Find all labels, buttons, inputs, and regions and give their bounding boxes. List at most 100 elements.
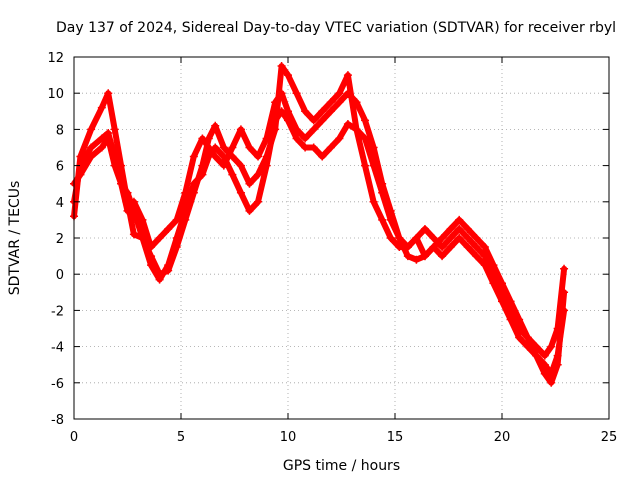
data-point [438, 252, 447, 261]
data-point [204, 152, 213, 161]
data-point [560, 306, 569, 315]
data-point [254, 197, 263, 206]
data-point [318, 116, 327, 125]
data-point [335, 98, 344, 107]
data-point [335, 89, 344, 98]
data-point [309, 143, 318, 152]
series-line-track-a [71, 63, 568, 386]
data-point [104, 89, 113, 98]
data-point [463, 243, 472, 252]
data-point [386, 234, 395, 242]
data-point [76, 170, 85, 179]
data-point [455, 215, 464, 224]
data-point [378, 215, 387, 224]
data-point [547, 342, 556, 351]
data-point [361, 161, 370, 170]
data-point [343, 71, 352, 80]
data-point [429, 234, 438, 242]
series-track-b [70, 89, 569, 360]
data-point [301, 143, 310, 152]
data-point [515, 333, 524, 342]
data-point [87, 143, 96, 152]
data-point [343, 89, 352, 98]
data-point [532, 351, 541, 360]
data-point [523, 342, 532, 351]
y-tick-label: -8 [51, 413, 64, 428]
x-tick-label: 10 [280, 430, 297, 445]
data-point [326, 98, 335, 107]
y-tick-label: -4 [51, 341, 64, 356]
data-point [198, 170, 207, 179]
data-point [369, 197, 378, 206]
data-point [271, 98, 280, 107]
data-point [189, 152, 198, 161]
x-tick-label: 15 [387, 430, 404, 445]
data-point [472, 243, 481, 252]
data-point [254, 152, 263, 161]
data-point [87, 152, 96, 161]
series-track-c [70, 107, 569, 378]
y-tick-label: 4 [56, 196, 64, 211]
data-point [155, 275, 164, 284]
data-point [87, 125, 96, 134]
data-point [378, 188, 387, 197]
data-point [540, 360, 549, 369]
data-point [277, 62, 286, 71]
data-point [343, 119, 352, 128]
data-point [489, 279, 498, 288]
data-point [277, 107, 286, 116]
data-point [326, 143, 335, 152]
data-point [245, 206, 254, 215]
y-tick-label: 2 [56, 232, 64, 247]
data-point [123, 188, 132, 197]
x-tick-label: 20 [494, 430, 511, 445]
data-point [236, 188, 245, 197]
data-point [446, 234, 455, 242]
data-point [420, 252, 429, 261]
data-point [277, 89, 286, 98]
data-point [438, 234, 447, 242]
data-point [110, 125, 119, 134]
data-point [292, 134, 301, 143]
data-point [352, 125, 361, 134]
data-point [284, 116, 292, 125]
data-point [438, 243, 447, 252]
data-point [395, 234, 404, 242]
data-point [553, 351, 562, 360]
data-point [97, 143, 106, 152]
data-point [480, 243, 489, 252]
data-point [245, 179, 254, 188]
data-point [472, 234, 481, 242]
data-point [301, 134, 310, 143]
data-point [147, 261, 156, 270]
data-point [498, 297, 506, 306]
y-tick-label: -6 [51, 377, 64, 392]
data-point [361, 116, 370, 125]
data-point [318, 107, 327, 116]
data-point [523, 333, 532, 342]
data-point [446, 224, 455, 233]
data-point [236, 125, 245, 134]
data-point [463, 224, 472, 233]
data-point [412, 234, 421, 242]
axes-layer: 0 5 10 15 20 25 -8 -6 -4 -2 0 2 4 6 8 10 12 [47, 51, 617, 445]
data-point [110, 161, 119, 170]
y-tick-label: -2 [51, 304, 64, 319]
data-point [284, 71, 292, 80]
y-tick-label: 12 [47, 51, 64, 66]
data-point [429, 243, 438, 252]
data-point [301, 107, 310, 116]
x-tick-label: 5 [177, 430, 185, 445]
data-point [309, 116, 318, 125]
data-point [228, 170, 237, 179]
y-axis-label: SDTVAR / TECUs [7, 181, 23, 296]
data-point [560, 264, 569, 273]
data-point [403, 252, 412, 261]
data-point [254, 170, 263, 179]
data-point [198, 134, 207, 143]
data-point [318, 152, 327, 161]
data-point [172, 234, 181, 242]
data-point [189, 179, 198, 188]
data-point [335, 134, 344, 143]
